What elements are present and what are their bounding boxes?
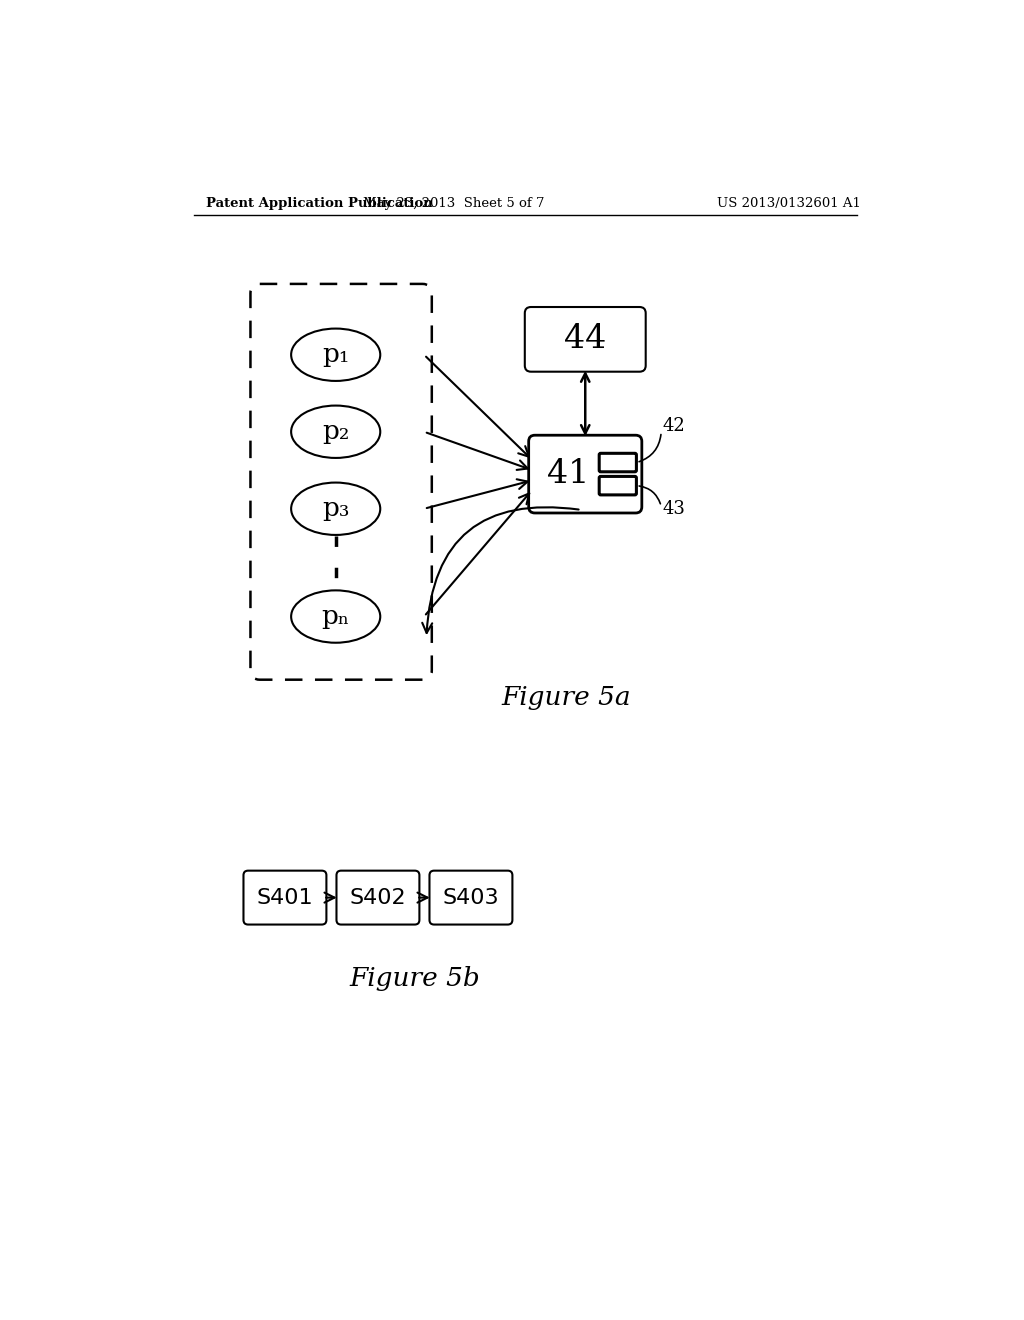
Text: S401: S401 <box>257 887 313 908</box>
Text: S402: S402 <box>349 887 407 908</box>
Text: 43: 43 <box>663 500 686 517</box>
Ellipse shape <box>291 483 380 535</box>
FancyBboxPatch shape <box>528 436 642 513</box>
Ellipse shape <box>291 405 380 458</box>
Ellipse shape <box>291 329 380 381</box>
Text: 42: 42 <box>663 417 685 436</box>
Text: Patent Application Publication: Patent Application Publication <box>206 197 432 210</box>
Text: 44: 44 <box>564 323 606 355</box>
Text: S403: S403 <box>442 887 500 908</box>
FancyBboxPatch shape <box>599 477 636 495</box>
Text: 41: 41 <box>547 458 590 490</box>
FancyBboxPatch shape <box>524 308 646 372</box>
FancyBboxPatch shape <box>599 453 636 471</box>
Text: p₂: p₂ <box>322 420 349 445</box>
FancyBboxPatch shape <box>429 871 512 924</box>
Ellipse shape <box>291 590 380 643</box>
Text: p₃: p₃ <box>322 496 349 521</box>
Text: Figure 5a: Figure 5a <box>501 685 631 710</box>
Text: p₁: p₁ <box>322 342 349 367</box>
FancyBboxPatch shape <box>244 871 327 924</box>
Text: May 23, 2013  Sheet 5 of 7: May 23, 2013 Sheet 5 of 7 <box>362 197 544 210</box>
Text: US 2013/0132601 A1: US 2013/0132601 A1 <box>717 197 861 210</box>
Text: Figure 5b: Figure 5b <box>349 966 480 991</box>
FancyBboxPatch shape <box>337 871 420 924</box>
Text: pₙ: pₙ <box>322 605 350 630</box>
